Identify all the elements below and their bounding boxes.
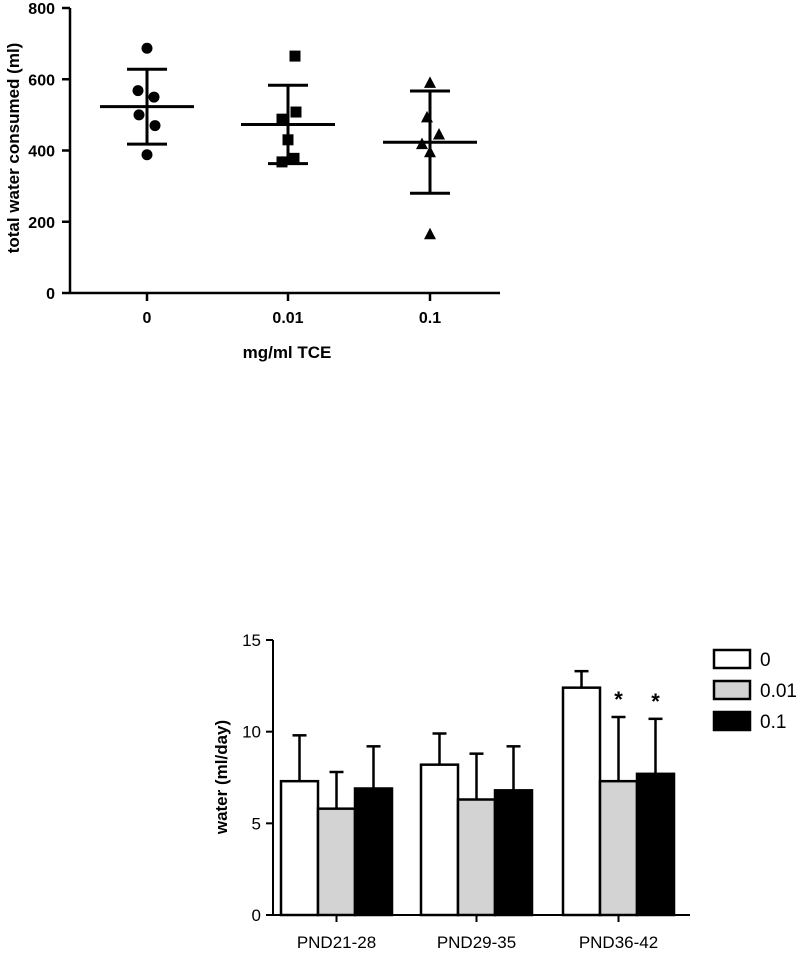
y-tick-label: 400	[28, 144, 55, 161]
y-tick-label: 200	[28, 215, 55, 232]
x-tick-label: 0.01	[272, 310, 303, 327]
bar	[456, 798, 497, 917]
legend-swatch	[712, 710, 752, 732]
legend-label: 0.1	[760, 712, 786, 733]
data-point	[133, 109, 145, 121]
data-point	[132, 85, 144, 97]
data-point	[282, 134, 294, 146]
data-point	[421, 110, 433, 123]
data-point	[289, 50, 301, 62]
y-tick-label: 800	[28, 1, 55, 18]
legend-swatch	[712, 679, 752, 701]
legend: 0 0.01 0.1	[712, 648, 797, 733]
data-point	[424, 145, 436, 158]
bar	[598, 779, 639, 917]
y-tick-label: 0	[252, 906, 261, 925]
x-tick-label: PND29-35	[437, 933, 516, 952]
data-point	[276, 113, 288, 125]
x-tick-label: 0	[143, 310, 152, 327]
legend-label: 0	[760, 650, 771, 671]
y-axis-title: water (ml/day)	[212, 720, 231, 835]
data-point	[433, 127, 445, 140]
significance-marker: *	[651, 689, 660, 714]
bar	[635, 772, 676, 917]
data-point	[424, 76, 436, 88]
legend-swatch	[712, 648, 752, 670]
data-point	[141, 42, 153, 54]
bar	[316, 807, 357, 917]
bar	[419, 763, 460, 917]
y-tick-label: 15	[242, 631, 261, 650]
data-point	[288, 152, 300, 164]
x-tick-label: PND21-28	[297, 933, 376, 952]
x-tick-label: PND36-42	[579, 933, 658, 952]
data-point	[424, 227, 436, 240]
data-point	[148, 91, 160, 103]
y-tick-label: 0	[46, 286, 55, 303]
y-tick-label: 5	[252, 814, 261, 833]
x-axis-title: mg/ml TCE	[243, 343, 332, 362]
scatter-chart: 0 200 400 600 800 0 0.01 0.1 total water consu…	[4, 1, 500, 362]
bar	[493, 789, 534, 917]
data-point	[276, 156, 288, 168]
legend-label: 0.01	[760, 681, 797, 702]
bar	[279, 779, 320, 917]
data-point	[416, 137, 428, 150]
data-point	[290, 106, 302, 118]
data-point	[141, 149, 153, 161]
significance-marker: *	[614, 687, 623, 712]
y-axis-title: total water consumed (ml)	[4, 43, 23, 254]
bar-chart: 0 5 10 15 * * PND21-28 PND29-35 PND36-42 water…	[212, 631, 797, 952]
y-tick-label: 10	[242, 723, 261, 742]
bar	[353, 787, 394, 917]
x-tick-label: 0.1	[419, 310, 441, 327]
data-point	[149, 120, 161, 132]
y-tick-label: 600	[28, 72, 55, 89]
bar	[561, 686, 602, 917]
